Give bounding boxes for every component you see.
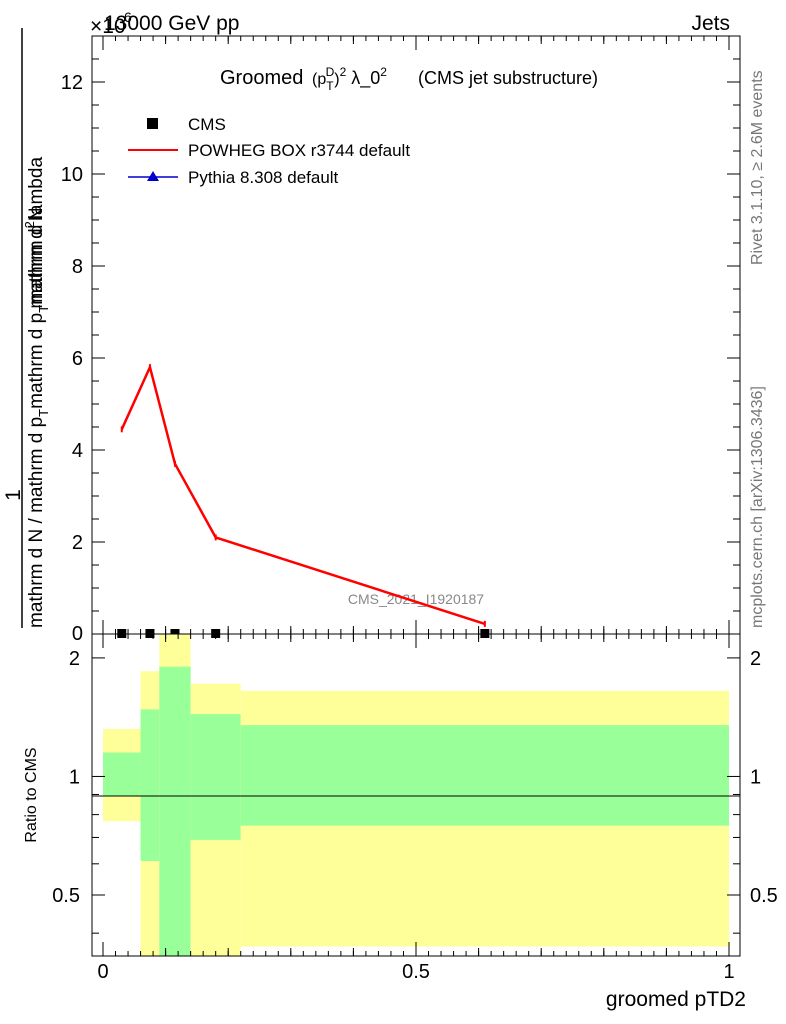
- ratio-inner-band: [159, 666, 191, 956]
- ratio-y-tick-label: 2: [69, 648, 80, 670]
- ratio-bands: [103, 634, 729, 956]
- x-tick-label: 1: [723, 961, 734, 983]
- ratio-y-label: Ratio to CMS: [23, 747, 40, 842]
- legend-cms-label: CMS: [188, 115, 226, 134]
- ratio-y-tick-label-right: 2: [750, 648, 761, 670]
- ratio-y-tick-label-right: 1: [750, 766, 761, 788]
- y-label-one: 1: [2, 489, 25, 501]
- y-label-denominator: mathrm d N / mathrm d pTmathrm d pTmathr…: [26, 157, 51, 628]
- main-y-tick-label: 10: [61, 164, 83, 186]
- ratio-inner-band: [103, 752, 141, 797]
- ratio-inner-band: [140, 709, 160, 861]
- title-suffix: (CMS jet substructure): [418, 68, 598, 88]
- legend-cms-marker: [147, 118, 158, 129]
- x-axis-label: groomed pTD2: [606, 988, 746, 1011]
- powheg-line: [120, 363, 486, 626]
- main-y-tick-label-zero: 0: [72, 623, 83, 645]
- title-formula: (pTD)2 λ_02: [312, 65, 387, 93]
- main-y-tick-label: 8: [72, 256, 83, 278]
- x-tick-label: 0: [97, 961, 108, 983]
- header-right: Jets: [691, 12, 730, 35]
- rivet-label: Rivet 3.1.10, ≥ 2.6M events: [749, 70, 766, 265]
- ratio-y-tick-label: 0.5: [52, 885, 80, 907]
- title-prefix: Groomed: [220, 67, 303, 89]
- main-axes: 2 4 6 8 10 12 0: [61, 35, 740, 645]
- ratio-axes: 0.5 0.5 1 1 2 2 0 0.5 1: [52, 634, 778, 983]
- legend-pythia-label: Pythia 8.308 default: [188, 168, 339, 187]
- main-y-tick-label: 12: [61, 72, 83, 94]
- exponent-label: ×10: [90, 15, 126, 38]
- ratio-inner-band: [240, 725, 729, 826]
- header-left: 13000 GeV pp: [104, 12, 239, 35]
- main-y-tick-label: 2: [72, 532, 83, 554]
- plot-title: Groomed (pTD)2 λ_02 (CMS jet substructur…: [220, 65, 598, 93]
- legend-pythia-marker: [147, 171, 159, 181]
- ratio-y-tick-label-right: 0.5: [750, 885, 778, 907]
- watermark: CMS_2021_I1920187: [348, 591, 484, 607]
- legend-powheg-label: POWHEG BOX r3744 default: [188, 141, 410, 160]
- x-tick-label: 0.5: [402, 961, 430, 983]
- main-y-tick-label: 4: [72, 440, 83, 462]
- ratio-inner-band: [190, 714, 241, 840]
- mcplots-label: mcplots.cern.ch [arXiv:1306.3436]: [749, 386, 766, 628]
- exponent-power: 6: [124, 9, 132, 25]
- legend: CMS POWHEG BOX r3744 default Pythia 8.30…: [128, 115, 410, 187]
- ratio-y-tick-label: 1: [69, 766, 80, 788]
- main-y-tick-label: 6: [72, 348, 83, 370]
- main-y-label: 1 mathrm d N / mathrm d pTmathrm d pTmat…: [2, 28, 51, 628]
